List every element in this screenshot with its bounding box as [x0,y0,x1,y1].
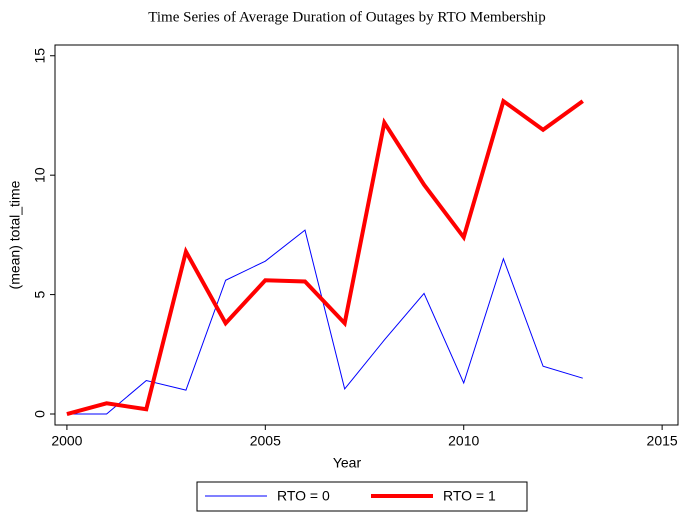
y-tick-label: 5 [32,290,48,298]
x-axis-label: Year [333,455,362,471]
y-axis-label: (mean) total_time [7,180,23,289]
x-tick-label: 2015 [647,433,678,449]
legend-label: RTO = 0 [277,488,330,504]
plot-frame [54,44,679,426]
y-tick-label: 10 [32,167,48,183]
y-tick-label: 15 [32,48,48,64]
x-tick-label: 2010 [448,433,479,449]
chart-title: Time Series of Average Duration of Outag… [148,9,546,25]
series-line [66,97,584,416]
x-tick-label: 2000 [51,433,82,449]
x-tick-label: 2005 [250,433,281,449]
legend-label: RTO = 1 [443,488,496,504]
y-tick-label: 0 [32,410,48,418]
